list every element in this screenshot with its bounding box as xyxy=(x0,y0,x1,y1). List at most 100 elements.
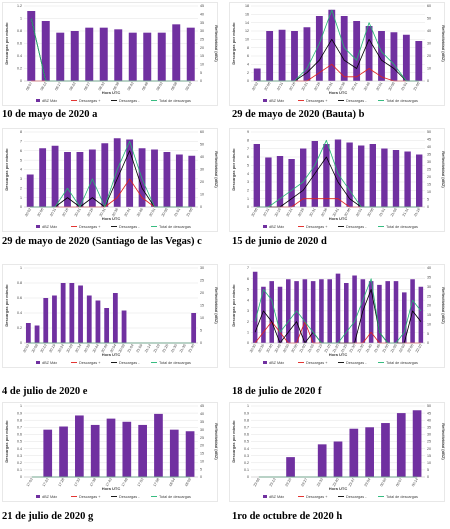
y2-tick-label: 5 xyxy=(200,329,202,333)
x-tick-label: 20:13 xyxy=(40,344,48,354)
bar xyxy=(76,152,84,207)
bar xyxy=(353,21,361,81)
y2-tick-label: 45 xyxy=(427,411,431,415)
bar xyxy=(368,281,374,343)
x-tick-label: 21:05 xyxy=(307,344,315,354)
y2-tick-label: 5 xyxy=(200,467,202,471)
y2-tick-label: 30 xyxy=(200,266,204,270)
legend-label-total: Total de descargas xyxy=(386,225,418,229)
x-tick-label: 20:46 xyxy=(363,82,371,92)
legend-swatch-bar xyxy=(263,495,267,498)
x-tick-label: 20:44 xyxy=(92,344,100,354)
x-tick-label: 21:11 xyxy=(402,208,410,218)
y-tick-label: 1 xyxy=(20,266,22,270)
x-tick-label: 09:03 xyxy=(185,82,193,92)
chart-panel-f: 0 1 2 3 4 5 6 7 0 5 10 15 20 25 30 35 40 Descargas por mi… xyxy=(229,264,445,368)
y-tick-label: 0.8 xyxy=(17,281,22,285)
y-tick-label: 0.8 xyxy=(17,418,22,422)
y2-tick-label: 10 xyxy=(427,67,431,71)
x-tick-label: 08:27 xyxy=(83,82,91,92)
bar xyxy=(106,418,116,477)
bar xyxy=(303,27,311,81)
bar xyxy=(278,29,286,81)
x-tick-label: 17:28 xyxy=(57,478,65,488)
y2-tick-label: 30 xyxy=(427,285,431,289)
bar xyxy=(378,31,385,81)
x-tick-label: 20:46 xyxy=(136,208,144,218)
y2-tick-label: 60 xyxy=(200,130,204,134)
legend-label-bar: dBZ Máx xyxy=(42,361,57,365)
x-tick-label: 20:21 xyxy=(301,82,309,92)
y2-tick-label: 0 xyxy=(200,79,202,83)
y-tick-label: 0.4 xyxy=(17,54,22,58)
x-tick-label: 21:01 xyxy=(378,208,386,218)
y-tick-label: 0 xyxy=(247,79,249,83)
legend-label-pos: Descargas + xyxy=(79,361,101,365)
chart-panel-h: 0 0.1 0.2 0.3 0.4 0.5 0.6 0.7 0.8 0.9 1 0 5 10 15 20 25 3… xyxy=(229,402,445,502)
bar xyxy=(288,159,295,207)
y-tick-label: 10 xyxy=(245,38,249,42)
y-tick-label: 2 xyxy=(247,71,249,75)
x-tick-label: 20:39 xyxy=(83,344,91,354)
chart-f: 0 1 2 3 4 5 6 7 0 5 10 15 20 25 30 35 40 Descargas por mi… xyxy=(229,264,445,368)
y2-tick-label: 30 xyxy=(200,29,204,33)
y-tick-label: 6 xyxy=(247,277,249,281)
y-tick-label: 0 xyxy=(20,205,22,209)
legend-label-pos: Descargas + xyxy=(79,495,101,499)
x-tick-label: 20:19 xyxy=(48,344,56,354)
x-tick-label: 21:45 xyxy=(373,344,381,354)
legend-label-total: Total de descargas xyxy=(386,495,418,499)
y2-axis-title: Reflectividad (dBZ) xyxy=(214,25,218,62)
bar xyxy=(377,284,382,343)
chart-frame xyxy=(2,2,218,106)
bar xyxy=(390,32,398,81)
bar xyxy=(276,156,284,207)
x-tick-label: 21:19 xyxy=(153,344,161,354)
x-tick-label: 22:10 xyxy=(415,344,423,354)
y-axis-title: Descargas por minuto xyxy=(4,148,9,191)
y2-tick-label: 35 xyxy=(200,420,204,424)
y-tick-label: 3 xyxy=(247,180,249,184)
bar xyxy=(101,143,109,207)
bar xyxy=(385,281,390,343)
x-tick-label: 08:58 xyxy=(170,82,178,92)
x-tick-label: 21:16 xyxy=(413,208,421,218)
bar xyxy=(294,281,299,343)
legend-label-total: Total de descargas xyxy=(159,99,191,103)
x-tick-label: 23:40 xyxy=(332,478,340,488)
y-tick-label: 0.9 xyxy=(17,411,22,415)
bar xyxy=(416,154,423,207)
y2-tick-label: 0 xyxy=(200,205,202,209)
bar xyxy=(99,27,108,82)
y-tick-label: 0.8 xyxy=(244,418,249,422)
y-tick-label: 0.2 xyxy=(17,67,22,71)
x-tick-label: 20:45 xyxy=(274,344,282,354)
bar xyxy=(327,279,332,343)
x-tick-label: 21:06 xyxy=(413,82,421,92)
legend-label-bar: dBZ Máx xyxy=(42,495,57,499)
bar xyxy=(85,27,94,82)
chart-a: 0 0.2 0.4 0.6 0.8 1 1.2 0 5 10 15 20 25 30 35 40 45 Desca… xyxy=(2,2,218,106)
x-tick-label: 20:11 xyxy=(276,82,284,92)
y-tick-label: 1 xyxy=(247,197,249,201)
bar xyxy=(27,11,36,81)
x-tick-label: 21:35 xyxy=(179,344,187,354)
y-tick-label: 0.6 xyxy=(17,42,22,46)
x-tick-label: 21:40 xyxy=(188,344,196,354)
legend-label-total: Total de descargas xyxy=(159,495,191,499)
y2-tick-label: 20 xyxy=(200,180,204,184)
bar xyxy=(340,16,348,81)
y-tick-label: 5 xyxy=(247,164,249,168)
y2-tick-label: 35 xyxy=(427,426,431,430)
x-tick-label: 20:36 xyxy=(320,208,328,218)
caption-g: 21 de julio de 2020 g xyxy=(2,511,94,522)
x-tick-label: 08:22 xyxy=(69,82,77,92)
y2-tick-label: 5 xyxy=(427,468,429,472)
bar xyxy=(34,325,40,343)
x-tick-label: 21:04 xyxy=(127,344,135,354)
y-tick-label: 1 xyxy=(247,330,249,334)
x-tick-label: 17:38 xyxy=(89,478,97,488)
chart-panel-d: 0 1 2 3 4 5 6 7 8 9 0 5 10 15 20 25 30 35 40 45 50 Descargas … xyxy=(229,128,445,232)
y-tick-label: 0.7 xyxy=(17,426,22,430)
x-tick-label: 17:58 xyxy=(152,478,160,488)
